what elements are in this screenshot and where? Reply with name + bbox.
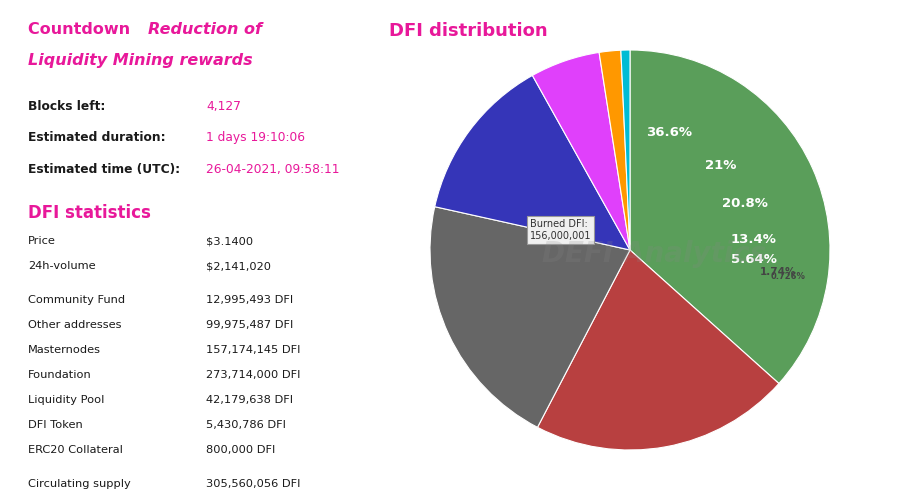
Wedge shape bbox=[630, 50, 830, 384]
Text: Estimated duration:: Estimated duration: bbox=[28, 132, 166, 144]
Wedge shape bbox=[621, 50, 630, 250]
Wedge shape bbox=[537, 250, 778, 450]
Text: 4,127: 4,127 bbox=[206, 100, 241, 113]
Text: 36.6%: 36.6% bbox=[646, 126, 692, 139]
Text: 5.64%: 5.64% bbox=[731, 254, 777, 266]
Wedge shape bbox=[533, 52, 630, 250]
Text: 20.8%: 20.8% bbox=[722, 197, 768, 210]
Text: Foundation: Foundation bbox=[28, 370, 92, 380]
Text: Masternodes: Masternodes bbox=[28, 346, 101, 356]
Text: DFI distribution: DFI distribution bbox=[389, 22, 547, 40]
Wedge shape bbox=[435, 76, 630, 250]
Text: Burned DFI:
156,000,001: Burned DFI: 156,000,001 bbox=[530, 219, 591, 241]
Text: 5,430,786 DFI: 5,430,786 DFI bbox=[206, 420, 286, 430]
Text: DFI Token: DFI Token bbox=[28, 420, 83, 430]
Text: Liquidity Pool: Liquidity Pool bbox=[28, 396, 104, 406]
Text: Community Fund: Community Fund bbox=[28, 296, 125, 306]
Text: $3.1400: $3.1400 bbox=[206, 236, 253, 246]
Text: 12,995,493 DFI: 12,995,493 DFI bbox=[206, 296, 293, 306]
Text: 1.74%: 1.74% bbox=[760, 266, 796, 276]
Text: 157,174,145 DFI: 157,174,145 DFI bbox=[206, 346, 301, 356]
Text: 273,714,000 DFI: 273,714,000 DFI bbox=[206, 370, 301, 380]
Text: Estimated time (UTC):: Estimated time (UTC): bbox=[28, 163, 180, 176]
Text: Price: Price bbox=[28, 236, 56, 246]
Text: ERC20 Collateral: ERC20 Collateral bbox=[28, 446, 122, 456]
Wedge shape bbox=[599, 50, 630, 250]
Text: 24h-volume: 24h-volume bbox=[28, 262, 95, 272]
Text: 13.4%: 13.4% bbox=[731, 233, 777, 246]
Text: 99,975,487 DFI: 99,975,487 DFI bbox=[206, 320, 293, 330]
Wedge shape bbox=[430, 206, 630, 428]
Text: 26-04-2021, 09:58:11: 26-04-2021, 09:58:11 bbox=[206, 163, 339, 176]
Text: 42,179,638 DFI: 42,179,638 DFI bbox=[206, 396, 293, 406]
Text: Reduction of: Reduction of bbox=[148, 22, 263, 38]
Text: $2,141,020: $2,141,020 bbox=[206, 262, 271, 272]
Text: 1 days 19:10:06: 1 days 19:10:06 bbox=[206, 132, 305, 144]
Text: Blocks left:: Blocks left: bbox=[28, 100, 105, 113]
Text: DEFI Analytics: DEFI Analytics bbox=[542, 240, 766, 268]
Text: Liquidity Mining rewards: Liquidity Mining rewards bbox=[28, 52, 252, 68]
Text: 0.726%: 0.726% bbox=[770, 272, 806, 281]
Text: DFI statistics: DFI statistics bbox=[28, 204, 150, 222]
Text: 305,560,056 DFI: 305,560,056 DFI bbox=[206, 480, 301, 490]
Text: 800,000 DFI: 800,000 DFI bbox=[206, 446, 275, 456]
Text: Countdown: Countdown bbox=[28, 22, 136, 38]
Text: 21%: 21% bbox=[705, 159, 736, 172]
Text: Circulating supply: Circulating supply bbox=[28, 480, 130, 490]
Text: Other addresses: Other addresses bbox=[28, 320, 122, 330]
